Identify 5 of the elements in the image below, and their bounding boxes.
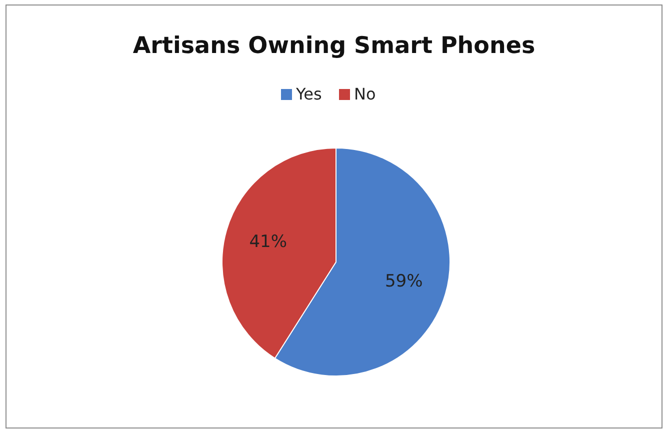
data-label: 41%	[249, 232, 288, 252]
legend-label: No	[354, 84, 376, 104]
legend-label: Yes	[295, 84, 322, 104]
chart-title: Artisans Owning Smart Phones	[132, 33, 536, 59]
data-label: 59%	[384, 271, 423, 292]
